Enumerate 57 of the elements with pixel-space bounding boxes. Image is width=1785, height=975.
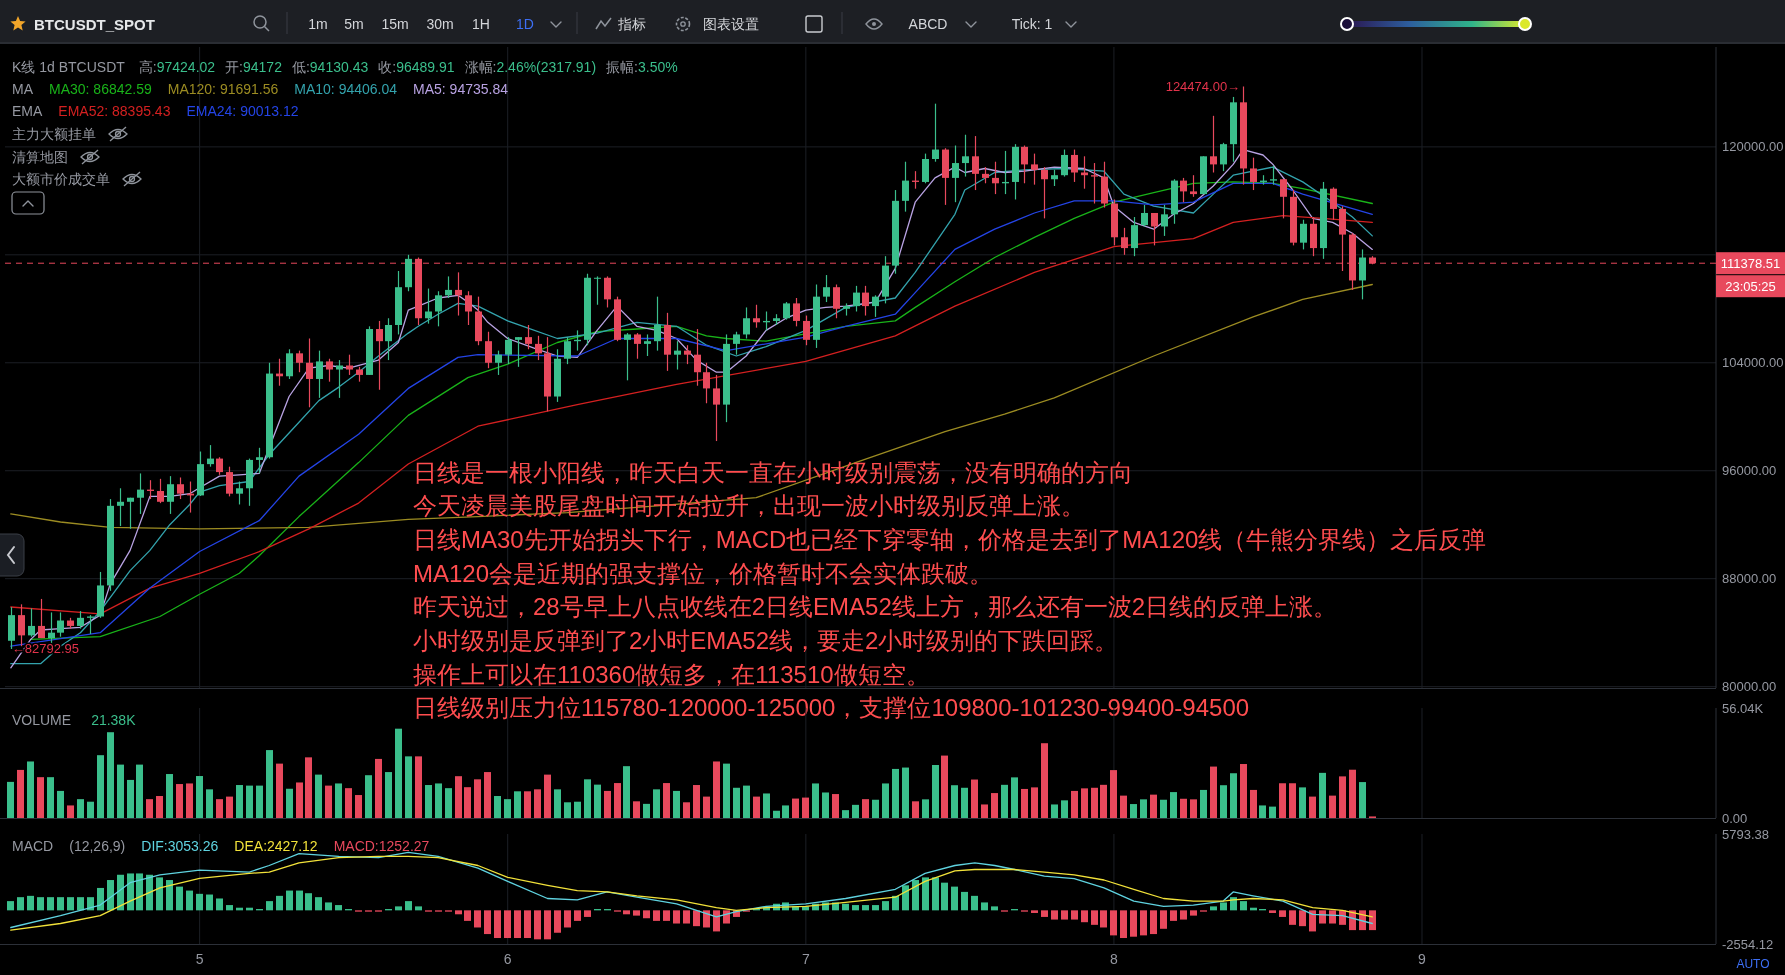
y-tick-label: 0.00: [1722, 810, 1748, 826]
text: 1D: [516, 16, 534, 32]
text: Tick: 1: [1011, 16, 1053, 32]
y-tick-label: 80000.00: [1722, 679, 1777, 695]
annotation: 21.38K: [91, 712, 137, 728]
annotation: 清算地图: [12, 149, 68, 165]
annotation: MA120会是近期的强支撑位，价格暂时不会实体跌破。: [413, 559, 994, 587]
text: MA120: 91691.56: [167, 81, 279, 97]
annotation: 今天凌晨美股尾盘时间开始拉升，出现一波小时级别反弹上涨。: [413, 492, 1085, 520]
y-tick-label: 120000.00: [1722, 139, 1784, 155]
x-tick-label: 9: [1418, 951, 1427, 967]
annotation: 124474.00→: [1165, 78, 1241, 94]
annotation: MA: [12, 81, 34, 97]
series-label: DEA:2427.12: [234, 838, 318, 854]
y-tick-label: 104000.00: [1722, 355, 1784, 371]
annotation: 日线MA30先开始拐头下行，MACD也已经下穿零轴，价格是去到了MA120线（牛熊分界线）之后反弹: [413, 525, 1487, 553]
text: BTCUSDT_SPOT: [34, 15, 155, 33]
y-tick-label: 88000.00: [1722, 571, 1777, 587]
annotation: MACD:1252.27: [333, 838, 430, 854]
text: EMA24: 90013.12: [186, 103, 299, 119]
x-tick-label: 5: [195, 951, 204, 967]
text: 1H: [472, 16, 490, 32]
annotation: 操作上可以在110360做短多，在113510做短空。: [413, 660, 930, 688]
annotation: 主力大额挂单: [12, 126, 96, 142]
y-tick-label: 5793.38: [1722, 826, 1769, 842]
ref-line-label: 111378.51: [1720, 255, 1781, 271]
annotation: 小时级别是反弹到了2小时EMA52线，要走2小时级别的下跌回踩。: [413, 627, 1119, 654]
text: 5m: [344, 16, 364, 32]
annotation: 大额市价成交单: [12, 171, 110, 187]
text: MA10: 94406.04: [294, 81, 398, 97]
text: 15m: [381, 16, 409, 32]
text: 指标: [617, 16, 646, 32]
chart-title: MACD: [12, 838, 54, 854]
x-tick-label: 7: [801, 951, 810, 967]
text: 30m: [426, 16, 454, 32]
text: 1m: [308, 16, 328, 32]
annotation: EMA: [12, 103, 43, 119]
y-tick-label: -2554.12: [1722, 936, 1774, 952]
text: 23:05:25: [1725, 278, 1776, 294]
y-tick-label: 96000.00: [1722, 463, 1777, 479]
x-tick-label: 6: [503, 951, 512, 967]
annotation: 昨天说过，28号早上八点收线在2日线EMA52线上方，那么还有一波2日线的反弹上涨。: [413, 593, 1338, 621]
text: MA30: 86842.59: [49, 81, 152, 97]
text: K线 1d BTCUSDT: [12, 59, 126, 75]
y-tick-label: 56.04K: [1722, 700, 1764, 716]
annotation: 日线是一根小阳线，昨天白天一直在小时级别震荡，没有明确的方向: [413, 458, 1133, 486]
text: MA5: 94735.84: [413, 81, 509, 97]
x-tick-label: 8: [1110, 951, 1119, 967]
text: EMA52: 88395.43: [58, 103, 171, 119]
text: AUTO: [1736, 957, 1770, 971]
text: ABCD: [908, 16, 948, 32]
annotation: 日线级别压力位115780-120000-125000，支撑位109800-101230-99400-94500: [413, 694, 1250, 722]
text: 图表设置: [703, 16, 759, 32]
text: 高:97424.02 开:94172 低:94130.43 收:96489.91 涨幅:2.46%(2317.91) 振幅:3.50%: [138, 59, 678, 75]
chart-title: VOLUME: [12, 712, 72, 728]
chart-subtitle: (12,26,9): [69, 838, 126, 854]
series-label: DIF:3053.26: [141, 838, 219, 854]
